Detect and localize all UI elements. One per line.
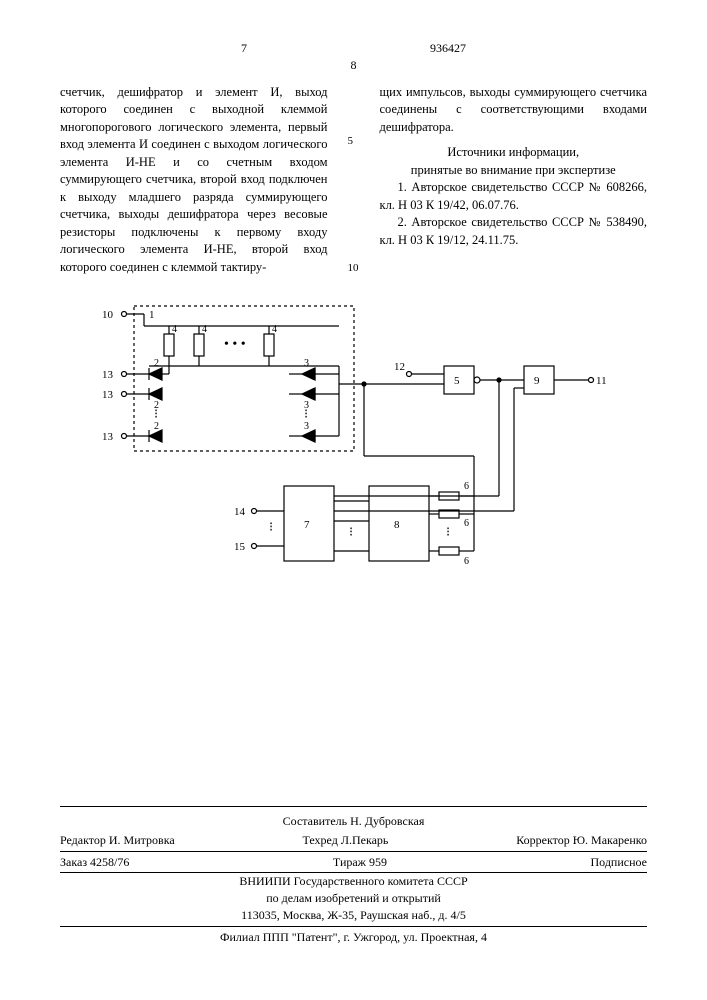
page-num-right: 8 xyxy=(351,58,357,72)
credits-row: Редактор И. Митровка Техред Л.Пекарь Кор… xyxy=(60,830,647,852)
label-10: 10 xyxy=(102,309,114,321)
svg-text:4: 4 xyxy=(272,324,277,335)
right-col-text: щих импульсов, выходы суммирующего счетч… xyxy=(380,84,648,137)
svg-text:9: 9 xyxy=(534,375,540,387)
svg-text:4: 4 xyxy=(172,324,177,335)
text-columns: счетчик, дешифратор и элемент И, выход к… xyxy=(60,84,647,277)
svg-text:5: 5 xyxy=(454,375,460,387)
svg-text:⁝: ⁝ xyxy=(304,406,308,421)
resistor-4a: 4 xyxy=(164,324,177,366)
svg-text:4: 4 xyxy=(202,324,207,335)
page-num-left: 7 xyxy=(241,41,247,55)
svg-text:13: 13 xyxy=(102,369,114,381)
svg-text:15: 15 xyxy=(234,541,246,553)
right-column: щих импульсов, выходы суммирующего счетч… xyxy=(380,84,648,277)
org2: по делам изобретений и открытий xyxy=(60,890,647,907)
svg-text:2: 2 xyxy=(154,358,159,369)
footer: Составитель Н. Дубровская Редактор И. Ми… xyxy=(60,806,647,946)
resistor-4b: 4 xyxy=(194,324,207,366)
refs-title: Источники информации, принятые во вниман… xyxy=(380,144,648,179)
circuit-diagram: 1 10 4 4 • • • 4 13 2 13 xyxy=(60,296,647,606)
order: Заказ 4258/76 xyxy=(60,854,129,871)
svg-text:• • •: • • • xyxy=(224,337,246,352)
tech: Техред Л.Пекарь xyxy=(303,832,389,849)
svg-text:⁝: ⁝ xyxy=(349,524,353,539)
subscr: Подписное xyxy=(591,854,648,871)
svg-text:6: 6 xyxy=(464,481,469,492)
ref-1: 1. Авторское свидетельство СССР № 608266… xyxy=(380,179,648,214)
addr: 113035, Москва, Ж-35, Раушская наб., д. … xyxy=(60,907,647,927)
ref-2: 2. Авторское свидетельство СССР № 538490… xyxy=(380,214,648,249)
margin-numbers: 5 10 xyxy=(348,84,360,277)
svg-text:13: 13 xyxy=(102,431,114,443)
order-row: Заказ 4258/76 Тираж 959 Подписное xyxy=(60,852,647,874)
editor: Редактор И. Митровка xyxy=(60,832,175,849)
resistor-4c: 4 xyxy=(264,324,277,366)
svg-text:12: 12 xyxy=(394,361,405,373)
tirage: Тираж 959 xyxy=(333,854,387,871)
branch: Филиал ППП "Патент", г. Ужгород, ул. Про… xyxy=(60,927,647,946)
svg-text:6: 6 xyxy=(464,518,469,529)
svg-text:3: 3 xyxy=(304,421,309,432)
margin-5: 5 xyxy=(348,134,360,149)
svg-text:7: 7 xyxy=(304,519,310,531)
svg-text:8: 8 xyxy=(394,519,400,531)
svg-text:11: 11 xyxy=(596,375,607,387)
svg-text:⁝: ⁝ xyxy=(154,406,158,421)
svg-text:14: 14 xyxy=(234,506,246,518)
svg-text:13: 13 xyxy=(102,389,114,401)
doc-number: 936427 xyxy=(430,41,466,55)
diode-2-row: 13 2 xyxy=(102,358,169,381)
svg-text:6: 6 xyxy=(464,556,469,567)
svg-text:⁝: ⁝ xyxy=(269,519,273,534)
corrector: Корректор Ю. Макаренко xyxy=(516,832,647,849)
left-col-text: счетчик, дешифратор и элемент И, выход к… xyxy=(60,84,328,277)
svg-text:⁝: ⁝ xyxy=(446,524,450,539)
compiler: Составитель Н. Дубровская xyxy=(60,813,647,830)
svg-text:3: 3 xyxy=(304,358,309,369)
page-header: 7 936427 8 xyxy=(60,40,647,74)
margin-10: 10 xyxy=(348,261,360,276)
org1: ВНИИПИ Государственного комитета СССР xyxy=(60,873,647,890)
svg-text:2: 2 xyxy=(154,421,159,432)
left-column: счетчик, дешифратор и элемент И, выход к… xyxy=(60,84,328,277)
label-1: 1 xyxy=(149,309,155,321)
